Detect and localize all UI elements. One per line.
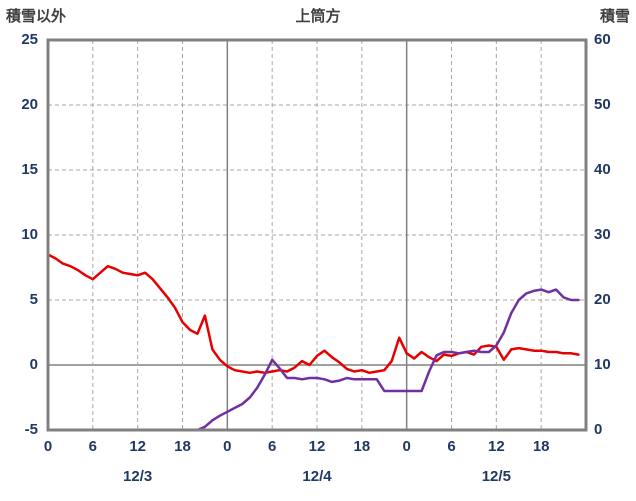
left-axis-tick-label: 15	[21, 161, 38, 178]
right-axis-tick-label: 50	[594, 96, 611, 113]
right-axis-title: 積雪	[599, 8, 630, 25]
x-axis-tick-label: 18	[532, 438, 550, 455]
x-axis-tick-label: 6	[88, 438, 97, 455]
right-axis-tick-label: 20	[594, 291, 611, 308]
left-axis-tick-label: -5	[24, 421, 38, 438]
x-axis-tick-label: 0	[43, 438, 53, 455]
left-axis-tick-label: 0	[29, 356, 38, 373]
x-axis-tick-label: 0	[223, 438, 232, 455]
x-axis-date-label: 12/3	[123, 468, 153, 485]
right-axis-tick-label: 0	[594, 421, 603, 438]
x-axis-date-label: 12/5	[481, 468, 511, 485]
left-axis-title: 積雪以外	[6, 8, 67, 25]
x-axis-tick-label: 12	[129, 438, 146, 455]
left-axis-tick-label: 10	[21, 226, 38, 243]
x-axis-tick-label: 0	[402, 438, 411, 455]
x-axis-tick-label: 18	[174, 438, 191, 455]
series-line-red	[46, 253, 580, 375]
right-axis-tick-label: 10	[594, 356, 611, 373]
left-axis-tick-label: 20	[21, 96, 38, 113]
right-axis-tick-label: 30	[594, 226, 611, 243]
chart-title: 上筒方	[295, 8, 341, 25]
x-axis-tick-label: 12	[487, 438, 505, 455]
x-axis-tick-label: 6	[447, 438, 456, 455]
right-axis-tick-label: 60	[594, 31, 611, 48]
x-axis-tick-label: 18	[353, 438, 371, 455]
x-axis-tick-label: 12	[308, 438, 326, 455]
right-axis-tick-label: 40	[594, 161, 611, 178]
x-axis-date-label: 12/4	[302, 468, 332, 485]
left-axis-tick-label: 25	[21, 31, 38, 48]
left-axis-tick-label: 5	[29, 291, 38, 308]
x-axis-tick-label: 6	[267, 438, 277, 455]
plot-border	[46, 38, 588, 432]
